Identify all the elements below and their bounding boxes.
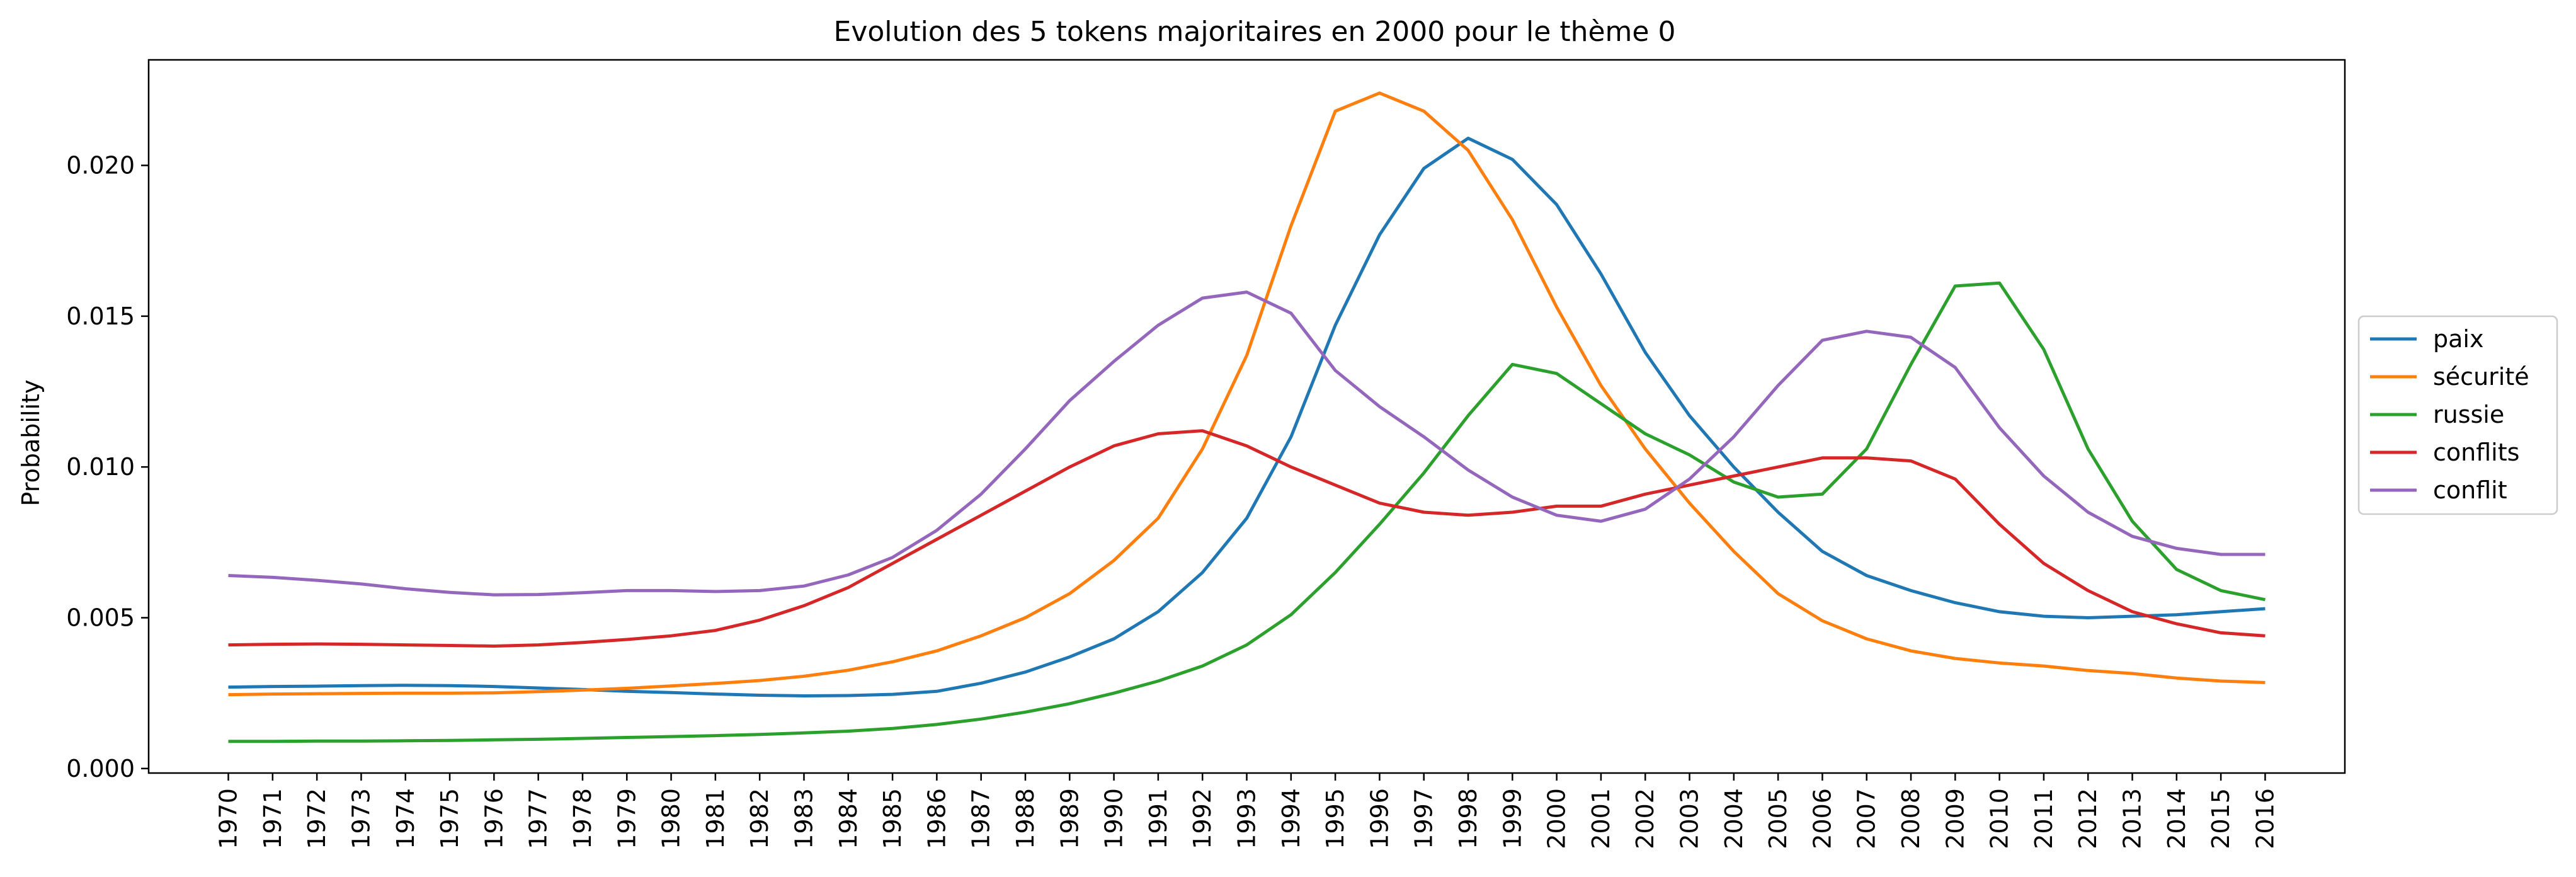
x-tick-label-2: 1972 (303, 788, 331, 849)
x-tick-label-20: 1990 (1100, 788, 1128, 849)
y-tick-label-2: 0.010 (66, 453, 135, 481)
y-tick-label-1: 0.005 (66, 604, 135, 631)
legend-label-1: sécurité (2433, 363, 2529, 391)
x-tick-label-40: 2010 (1986, 788, 2014, 849)
axes-layer: 0.000 0.005 0.010 0.015 0.020 1970 1971 1972 197… (66, 59, 2346, 849)
x-tick-label-22: 1992 (1188, 788, 1216, 849)
x-tick-label-4: 1974 (392, 788, 419, 849)
series-line-1 (228, 91, 2265, 697)
x-tick-label-27: 1997 (1410, 788, 1438, 849)
x-tick-label-26: 1996 (1365, 788, 1393, 849)
x-tick-label-10: 1980 (658, 788, 685, 849)
y-tick-label-3: 0.015 (66, 302, 135, 330)
y-tick-label-0: 0.000 (66, 755, 135, 782)
x-tick-label-28: 1998 (1454, 788, 1482, 849)
x-tick-label-9: 1979 (613, 788, 641, 849)
x-tick-label-31: 2001 (1587, 788, 1615, 849)
legend-label-0: paix (2433, 325, 2483, 353)
x-tick-label-12: 1982 (746, 788, 773, 849)
x-tick-label-30: 2000 (1543, 788, 1571, 849)
x-tick-label-3: 1973 (348, 788, 375, 849)
x-tick-label-37: 2007 (1853, 788, 1881, 849)
x-tick-label-17: 1987 (967, 788, 995, 849)
y-axis-label: Probability (17, 380, 45, 507)
legend-label-3: conflits (2433, 438, 2519, 466)
x-tick-label-13: 1983 (790, 788, 818, 849)
x-tick-label-43: 2013 (2119, 788, 2146, 849)
legend-label-2: russie (2433, 401, 2504, 428)
series-line-2 (228, 281, 2266, 743)
x-tick-label-38: 2008 (1897, 788, 1925, 849)
series-layer (228, 91, 2266, 743)
x-tick-label-5: 1975 (436, 788, 464, 849)
x-tick-label-6: 1976 (480, 788, 508, 849)
y-tick-label-4: 0.020 (66, 152, 135, 180)
x-tick-label-23: 1993 (1233, 788, 1261, 849)
x-tick-label-0: 1970 (215, 788, 242, 849)
x-tick-label-46: 2016 (2252, 788, 2279, 849)
x-tick-label-29: 1999 (1498, 788, 1526, 849)
legend-label-4: conflit (2433, 476, 2507, 504)
x-tick-label-19: 1989 (1056, 788, 1083, 849)
x-tick-label-35: 2005 (1764, 788, 1792, 849)
x-tick-label-33: 2003 (1676, 788, 1704, 849)
x-tick-label-1: 1971 (259, 788, 287, 849)
x-tick-label-15: 1985 (879, 788, 906, 849)
x-tick-label-41: 2011 (2030, 788, 2058, 849)
x-tick-label-34: 2004 (1720, 788, 1748, 849)
x-tick-label-18: 1988 (1012, 788, 1039, 849)
x-tick-label-45: 2015 (2207, 788, 2235, 849)
x-tick-label-44: 2014 (2163, 788, 2191, 849)
x-tick-label-7: 1977 (525, 788, 552, 849)
x-tick-label-32: 2002 (1631, 788, 1659, 849)
chart-title: Evolution des 5 tokens majoritaires en 2… (834, 16, 1676, 48)
x-tick-label-8: 1978 (569, 788, 596, 849)
x-tick-label-25: 1995 (1321, 788, 1349, 849)
x-tick-label-24: 1994 (1277, 788, 1305, 849)
x-tick-label-36: 2006 (1808, 788, 1836, 849)
x-tick-label-16: 1986 (923, 788, 950, 849)
plot-frame (147, 59, 2346, 774)
x-tick-label-21: 1991 (1144, 788, 1172, 849)
x-tick-label-11: 1981 (702, 788, 729, 849)
x-tick-label-42: 2012 (2074, 788, 2102, 849)
legend-box (2357, 315, 2558, 515)
x-tick-label-39: 2009 (1941, 788, 1969, 849)
x-tick-label-14: 1984 (835, 788, 862, 849)
series-line-4 (228, 290, 2265, 597)
series-line-3 (228, 429, 2265, 648)
legend: paix sécurité russie conflits conflit (2357, 315, 2558, 515)
series-line-0 (228, 136, 2265, 697)
